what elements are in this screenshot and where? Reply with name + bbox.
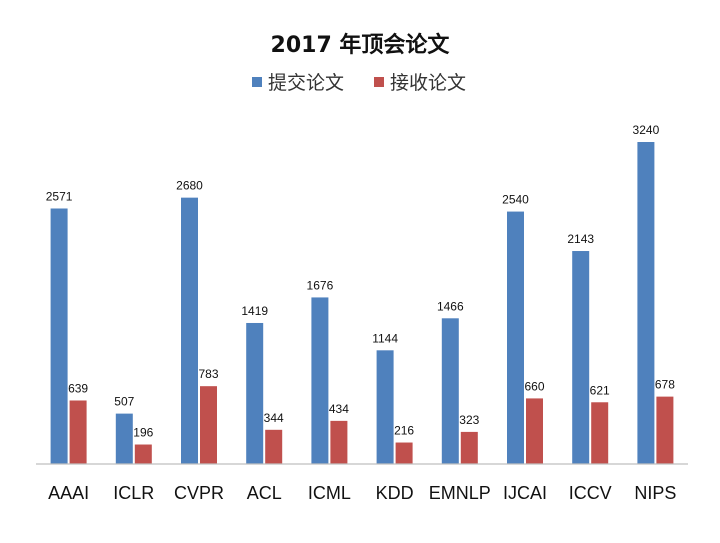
category-label-ijcai: IJCAI [503,483,547,503]
bar-submitted-iclr [115,413,133,464]
legend-label-submitted: 提交论文 [268,72,344,94]
category-label-icml: ICML [308,483,351,503]
bar-accepted-cvpr [200,386,217,464]
value-label-accepted-emnlp: 323 [459,413,479,427]
bar-submitted-emnlp [441,318,459,464]
value-label-accepted-ijcai: 660 [524,379,544,393]
category-labels-layer: AAAI ICLR CVPR ACL ICML KDD EMNLP IJCAI ICCV NIPS [48,483,676,503]
value-label-submitted-icml: 1676 [307,278,334,292]
category-label-cvpr: CVPR [174,483,224,503]
category-label-nips: NIPS [634,483,676,503]
value-label-accepted-cvpr: 783 [198,367,218,381]
category-label-iclr: ICLR [113,483,154,503]
category-label-kdd: KDD [376,483,414,503]
bar-accepted-iclr [134,444,152,464]
legend-swatch-submitted [252,77,262,87]
category-label-aaai: AAAI [48,483,89,503]
bar-accepted-nips [656,396,674,464]
value-label-submitted-kdd: 1144 [372,331,398,345]
category-label-emnlp: EMNLP [429,483,491,503]
bar-submitted-kdd [376,350,394,464]
bar-submitted-cvpr [181,197,198,464]
bar-accepted-emnlp [460,431,478,464]
value-label-accepted-iclr: 196 [133,426,153,440]
value-label-submitted-emnlp: 1466 [437,299,464,313]
value-label-accepted-icml: 434 [329,402,349,416]
chart-title: 2017 年顶会论文 [271,32,451,58]
value-label-submitted-ijcai: 2540 [502,193,529,207]
value-label-submitted-acl: 1419 [241,304,268,318]
value-label-accepted-acl: 344 [264,411,284,425]
bar-submitted-icml [311,297,329,464]
value-label-accepted-kdd: 216 [394,424,414,438]
bar-accepted-ijcai [526,398,543,464]
legend-swatch-accepted [374,77,384,87]
bar-submitted-ijcai [507,211,524,464]
bar-accepted-kdd [395,442,413,464]
bars-layer [50,142,674,464]
bar-submitted-aaai [50,208,68,464]
value-label-accepted-iccv: 621 [590,383,610,397]
bar-submitted-nips [637,142,655,464]
bar-accepted-iccv [591,402,609,464]
bar-accepted-aaai [69,400,87,464]
value-label-accepted-nips: 678 [655,378,675,392]
value-label-submitted-iccv: 2143 [567,232,594,246]
value-label-submitted-cvpr: 2680 [176,179,203,193]
value-label-submitted-nips: 3240 [633,123,660,137]
legend: 提交论文 接收论文 [252,72,466,94]
bar-submitted-acl [246,322,264,464]
category-label-iccv: ICCV [569,483,612,503]
value-label-submitted-iclr: 507 [114,395,134,409]
category-label-acl: ACL [247,483,282,503]
value-labels-layer: 2571 639 507 196 2680 783 1419 344 1676 434 1144 21… [46,123,675,440]
value-label-submitted-aaai: 2571 [46,189,73,203]
value-label-accepted-aaai: 639 [68,381,88,395]
bar-accepted-acl [265,429,283,464]
bar-submitted-iccv [572,251,590,464]
legend-label-accepted: 接收论文 [390,72,466,94]
bar-accepted-icml [330,420,348,464]
